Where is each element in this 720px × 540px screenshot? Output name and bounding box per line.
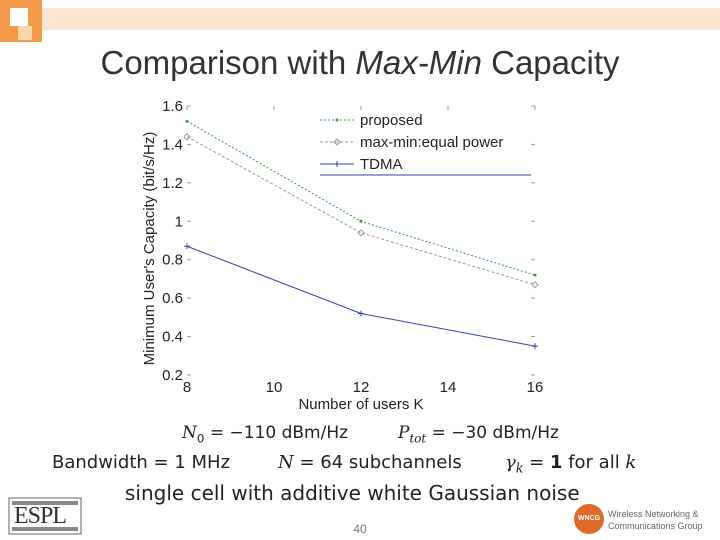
title-band: [42, 8, 720, 30]
espl-logo: ESPL: [8, 497, 82, 535]
y-tick-label-1: 0.4: [162, 329, 183, 346]
x-tick-label-14: 14: [440, 379, 457, 396]
y-tick-label-3: 0.8: [162, 252, 183, 269]
point-tdma-12: [358, 310, 364, 317]
line-chart: 8 10 12 14 16 0.2 0.4 0.6 0.8 1 1.2 1.4 1.6 Number of…: [141, 98, 544, 413]
y-tick-label-7: 1.6: [162, 98, 183, 115]
bandwidth-label: Bandwidth = 1 MHz: [52, 452, 231, 473]
gamma-label: γk = 1 for all k: [505, 452, 637, 476]
noise-density-label: N0 = −110 dBm/Hz: [182, 423, 349, 446]
wncg-logo: WNCG Wireless Networking & Communication…: [574, 504, 716, 538]
legend-marker-proposed: [335, 118, 339, 122]
y-tick-label-6: 1.4: [162, 136, 183, 153]
y-tick-label-4: 1: [175, 213, 183, 230]
wncg-line2: Communications Group: [608, 521, 703, 531]
point-tdma-8: [184, 243, 190, 250]
x-tick-label-8: 8: [183, 379, 191, 396]
x-tick-label-12: 12: [353, 379, 370, 396]
corner-square-white: [10, 8, 28, 26]
wncg-line1: Wireless Networking &: [608, 509, 699, 519]
subchannels-label: N = 64 subchannels: [278, 452, 462, 473]
legend-label-proposed: proposed: [360, 112, 423, 129]
point-max-min-equal-power-12: [357, 229, 365, 237]
point-tdma-16: [532, 343, 538, 350]
espl-logo-text: ESPL: [14, 503, 67, 529]
y-tick-label-2: 0.6: [162, 290, 183, 307]
legend-marker-max-min-equal-power: [333, 138, 341, 146]
x-axis-label: Number of users K: [298, 396, 423, 413]
y-tick-label-0: 0.2: [162, 367, 183, 384]
legend-label-tdma: TDMA: [360, 156, 403, 173]
page-number: 40: [353, 522, 367, 536]
legend-label-max-min-equal-power: max-min:equal power: [360, 134, 503, 151]
top-decoration: [0, 0, 720, 42]
point-max-min-equal-power-8: [183, 133, 191, 141]
espl-logo-shape: [8, 497, 82, 535]
wncg-badge-icon: WNCG: [574, 504, 604, 534]
point-proposed-12: [359, 219, 363, 223]
y-axis-label: Minimum User's Capacity (bit/s/Hz): [141, 132, 158, 366]
point-proposed-16: [533, 273, 537, 277]
series-line-tdma: [186, 245, 536, 347]
page-title: Comparison with Max-Min Capacity: [100, 44, 620, 81]
legend-marker-tdma: [334, 161, 340, 167]
y-tick-label-5: 1.2: [162, 175, 183, 192]
scenario-label: single cell with additive white Gaussian…: [125, 481, 580, 505]
total-power-label: Ptot = −30 dBm/Hz: [398, 423, 559, 446]
x-tick-label-10: 10: [266, 379, 283, 396]
x-tick-label-16: 16: [527, 379, 544, 396]
point-proposed-8: [185, 119, 189, 123]
corner-square-light: [18, 26, 32, 40]
point-max-min-equal-power-16: [531, 280, 539, 289]
series-line-max-min-equal-power: [186, 136, 536, 286]
